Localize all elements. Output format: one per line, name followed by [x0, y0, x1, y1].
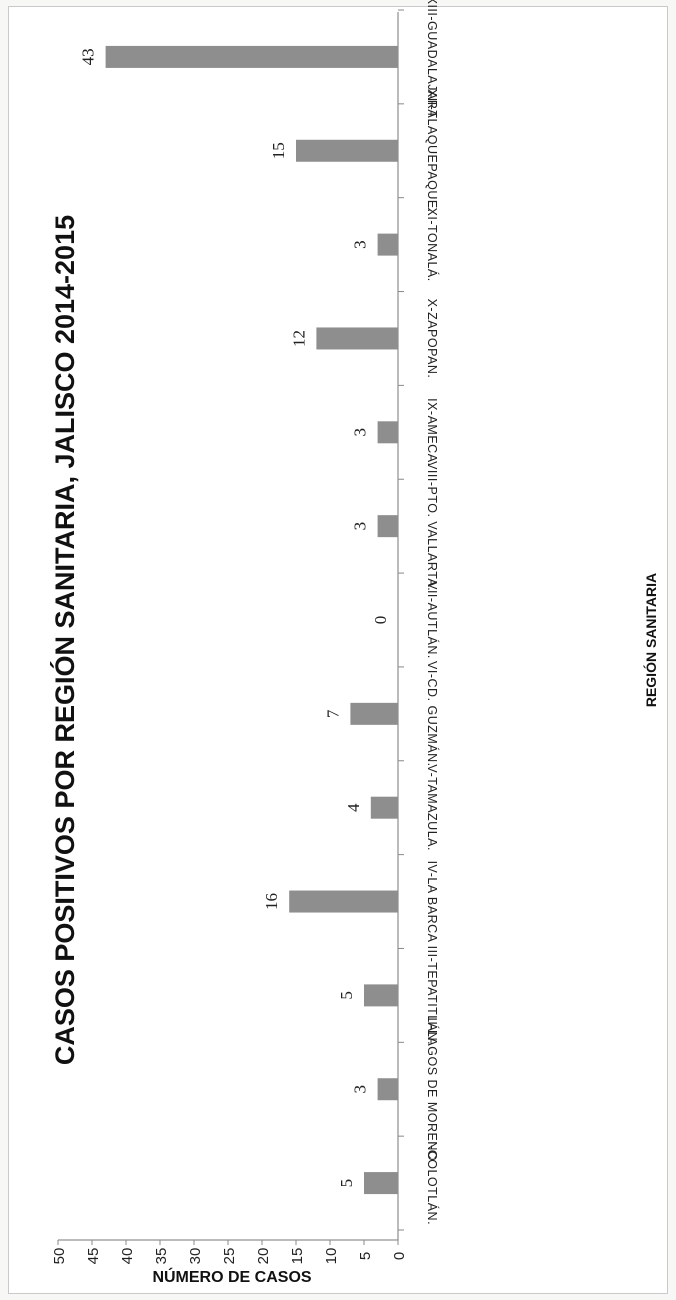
category-axis-title: REGIÓN SANITARIA: [642, 573, 659, 707]
category-label-10: X-ZAPOPAN.: [425, 299, 439, 379]
value-tick-label: 20: [255, 1248, 272, 1265]
category-label-5: V-TAMAZULA.: [425, 764, 439, 851]
value-tick-label: 35: [153, 1248, 170, 1265]
bar-6: [350, 702, 398, 725]
data-label-9: 3: [351, 428, 370, 437]
data-label-5: 4: [344, 803, 363, 812]
value-tick-label: 15: [289, 1248, 306, 1265]
value-tick-label: 10: [323, 1248, 340, 1265]
category-label-12: XII-TLAQUEPAQUE.: [425, 89, 439, 213]
data-label-3: 5: [337, 991, 356, 1000]
category-label-11: XI-TONALÁ.: [425, 207, 440, 281]
data-label-2: 3: [351, 1085, 370, 1094]
data-label-1: 5: [337, 1179, 356, 1188]
value-tick-label: 40: [119, 1248, 136, 1265]
value-tick-label: 45: [85, 1248, 102, 1265]
category-label-1: I-COLOTLÁN.: [425, 1141, 440, 1225]
bar-10: [316, 327, 398, 350]
bar-4: [289, 890, 398, 913]
data-label-12: 15: [269, 142, 288, 159]
data-label-8: 3: [351, 522, 370, 531]
category-label-6: VI-CD. GUZMÁN.: [425, 661, 440, 767]
bar-1: [364, 1172, 398, 1195]
category-label-2: II-LAGOS DE MORENO: [425, 1017, 439, 1161]
data-label-11: 3: [351, 240, 370, 249]
category-label-4: IV-LA BARCA: [425, 861, 439, 943]
category-label-13: XIII-GUADALAJARA: [425, 0, 439, 118]
value-tick-label: 25: [221, 1248, 238, 1265]
bar-5: [370, 796, 398, 819]
bar-3: [364, 984, 398, 1007]
data-label-4: 16: [262, 893, 281, 910]
category-label-7: VII-AUTLÁN.: [425, 581, 440, 659]
category-label-8: VIII-PTO. VALLARTA.: [425, 461, 439, 591]
data-label-10: 12: [289, 330, 308, 347]
category-label-3: III-TEPATITLÁN.: [425, 946, 440, 1045]
bar-12: [296, 139, 398, 162]
data-label-13: 43: [79, 48, 98, 65]
category-label-9: IX-AMECA.: [425, 398, 439, 466]
value-axis-title: NÚMERO DE CASOS: [152, 1267, 311, 1286]
data-label-7: 0: [371, 616, 390, 625]
chart-title: CASOS POSITIVOS POR REGIÓN SANITARIA, JA…: [49, 215, 80, 1065]
bar-13: [105, 45, 398, 68]
value-tick-label: 0: [391, 1252, 408, 1260]
bar-11: [377, 233, 398, 256]
value-tick-label: 30: [187, 1248, 204, 1265]
bar-9: [377, 421, 398, 444]
bar-8: [377, 515, 398, 538]
bar-2: [377, 1078, 398, 1101]
value-tick-label: 50: [51, 1248, 68, 1265]
data-label-6: 7: [323, 709, 342, 718]
chart-frame: [8, 6, 668, 1294]
value-tick-label: 5: [357, 1252, 374, 1260]
